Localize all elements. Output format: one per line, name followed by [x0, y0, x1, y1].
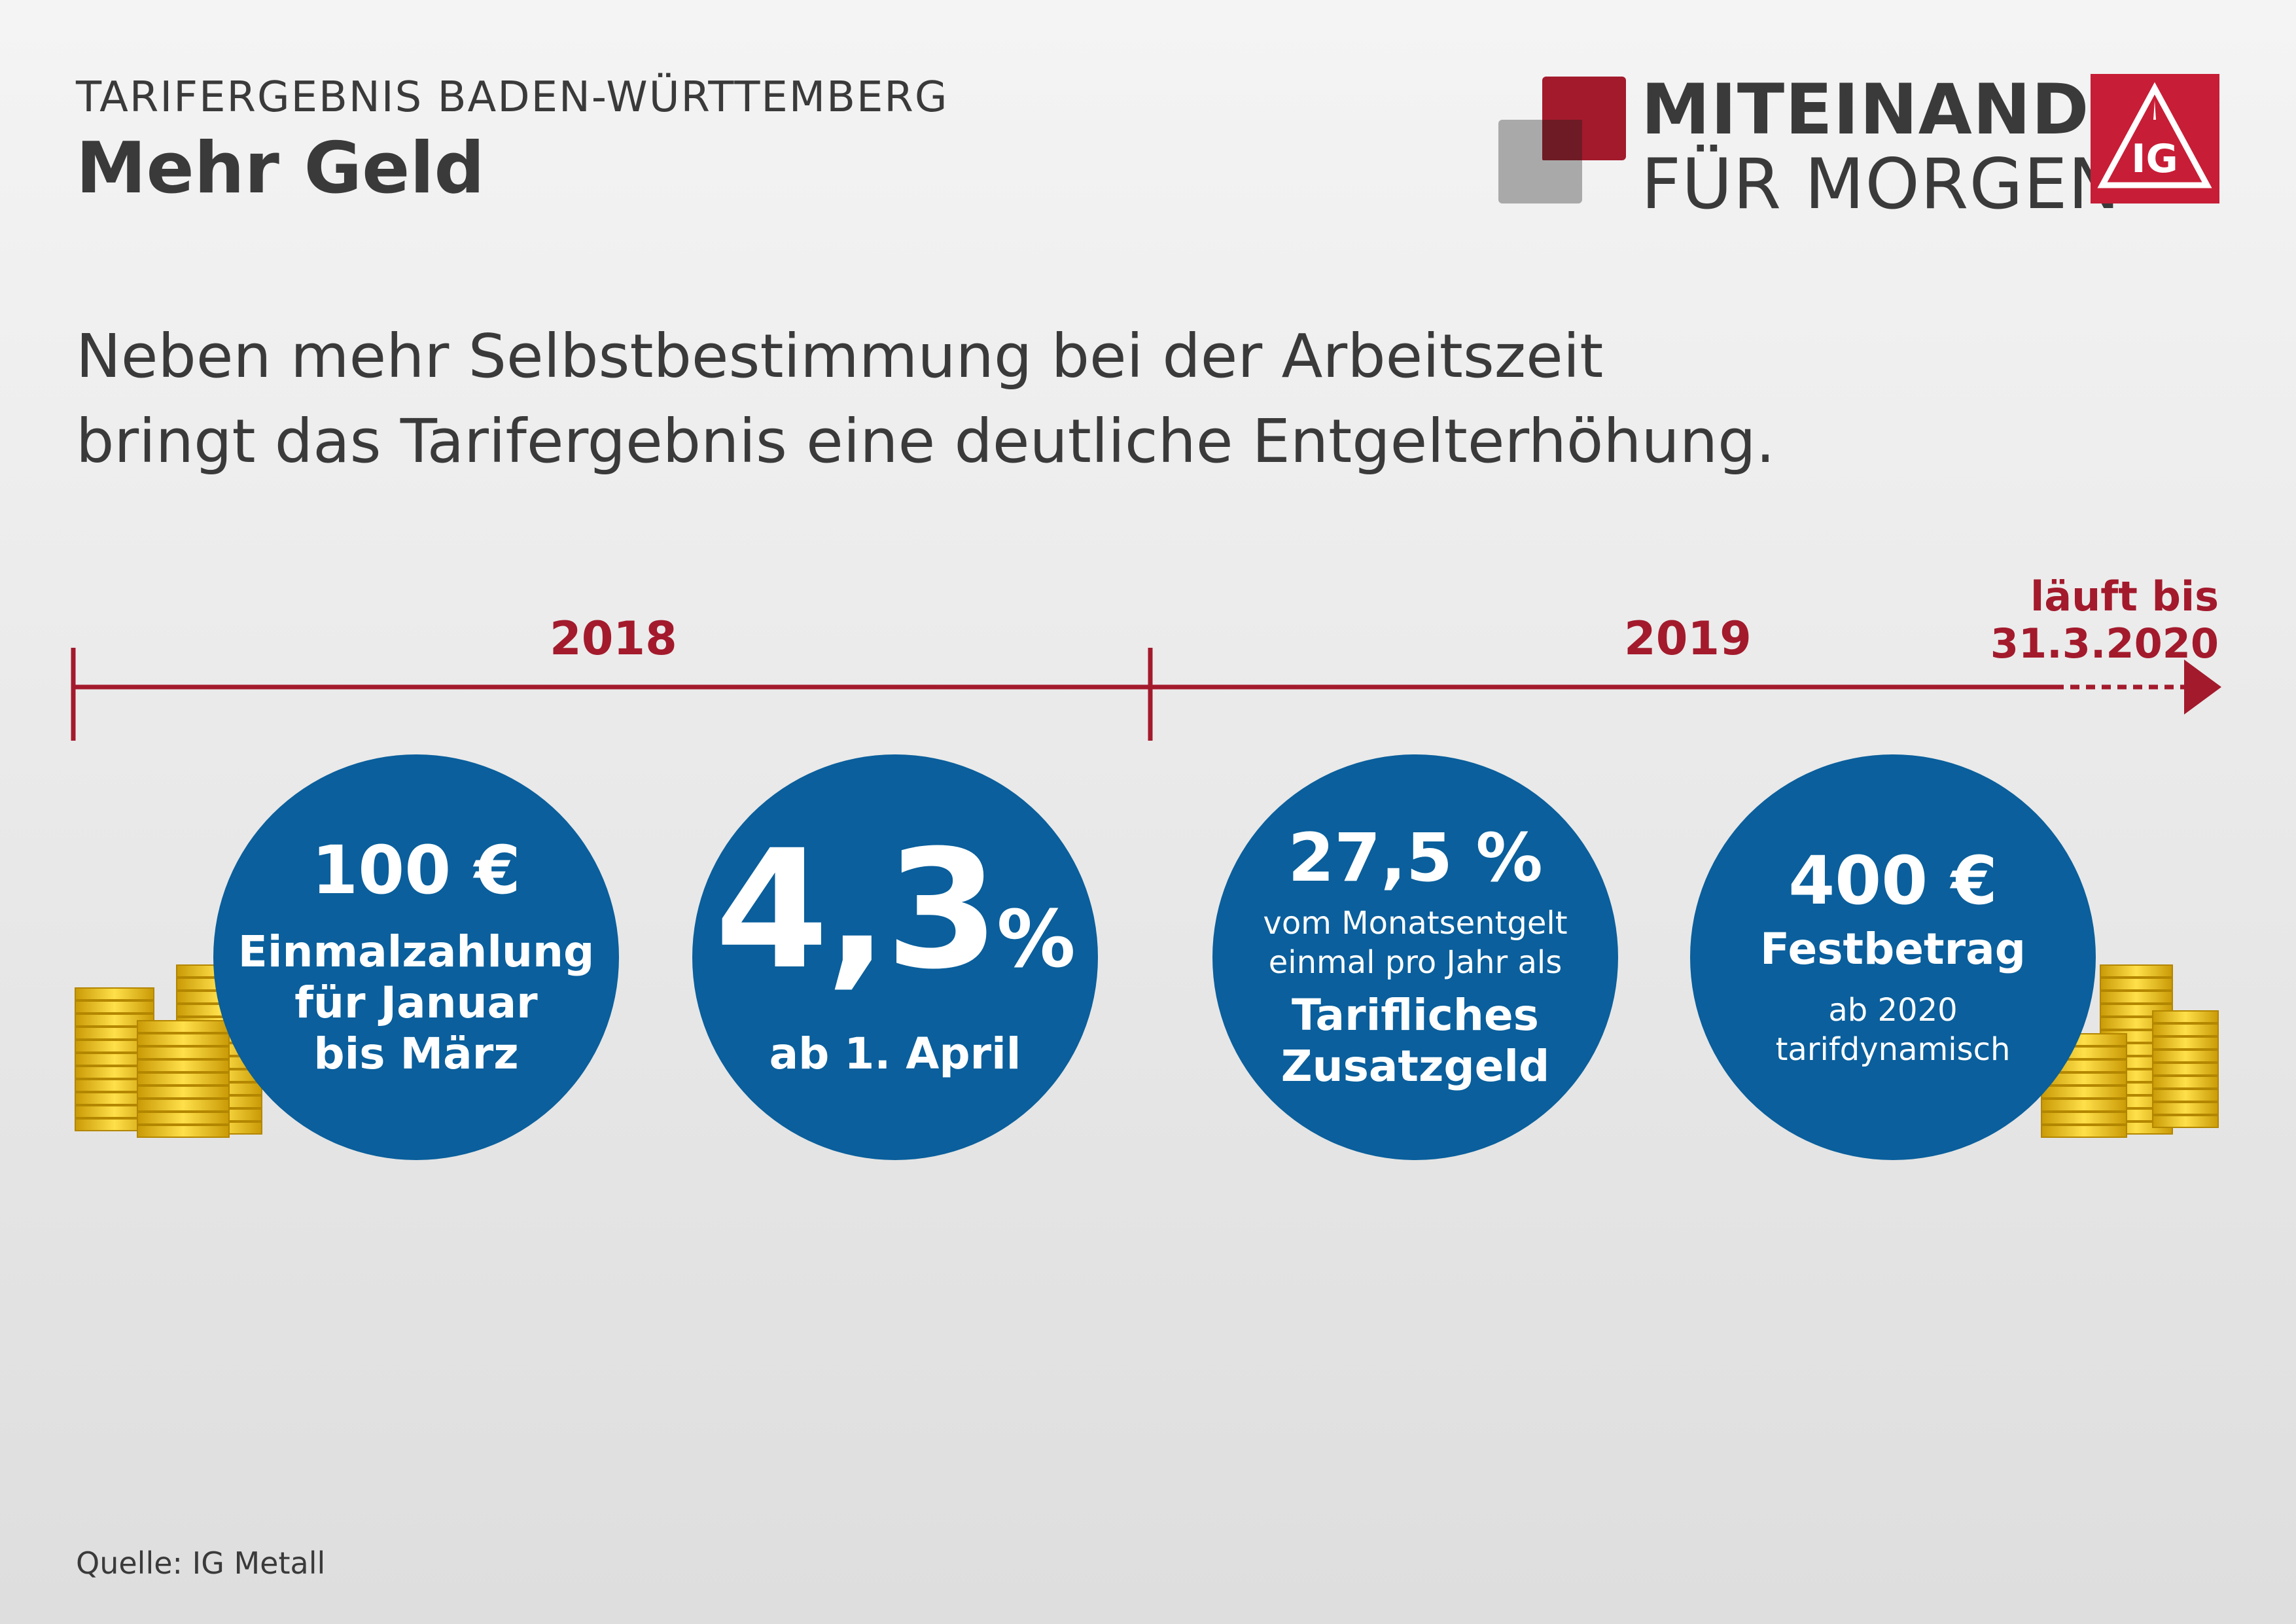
- intro-text: Neben mehr Selbstbestimmung bei der Arbe…: [76, 314, 1775, 484]
- circle3-headline: 27,5 %: [1288, 819, 1543, 897]
- circle-additional-pay: 27,5 % vom Monatsentgelt einmal pro Jahr…: [1212, 754, 1618, 1160]
- circle-fixed-amount: 400 € Festbetrag ab 2020 tarifdynamisch: [1690, 754, 2096, 1160]
- circle2-value: 4,3: [715, 815, 999, 1005]
- circle1-line1: Einmalzahlung: [238, 927, 595, 977]
- timeline-arrow: [71, 648, 2221, 741]
- circle1-line3: bis März: [313, 1029, 519, 1079]
- circle4-small1: ab 2020: [1828, 992, 1958, 1029]
- logo-overlap-square: [1542, 120, 1582, 160]
- circle4-headline: 400 €: [1788, 842, 1998, 920]
- source-note: Quelle: IG Metall: [76, 1545, 326, 1581]
- igm-emblem-icon: IG: [2091, 74, 2219, 203]
- timeline-year-2018: 2018: [550, 612, 677, 665]
- timeline-year-2019: 2019: [1624, 612, 1752, 665]
- igm-emblem-letters: IG: [2131, 136, 2178, 182]
- page-title: Mehr Geld: [76, 128, 485, 209]
- circle3-small2: einmal pro Jahr als: [1268, 944, 1563, 981]
- logo-text-line2: FÜR MORGEN: [1641, 144, 2121, 224]
- circle1-line2: für Januar: [294, 978, 538, 1028]
- coin-stack-right-icon: [2041, 964, 2219, 1138]
- timeline-arrowhead: [2184, 660, 2221, 715]
- header-kicker: TARIFERGEBNIS BADEN-WÜRTTEMBERG: [76, 73, 949, 122]
- timeline-end-label: läuft bis 31.3.2020: [1990, 573, 2219, 667]
- timeline-end-line2: 31.3.2020: [1990, 620, 2219, 667]
- circle2-unit: %: [997, 894, 1076, 985]
- circle2-sub: ab 1. April: [769, 1029, 1021, 1079]
- circle-percent-increase: 4,3% ab 1. April: [692, 754, 1098, 1160]
- circle1-headline: 100 €: [311, 832, 521, 909]
- circle2-headline: 4,3%: [715, 828, 1076, 1015]
- circle3-small1: vom Monatsentgelt: [1263, 905, 1568, 942]
- intro-line-2: bringt das Tarifergebnis eine deutliche …: [76, 406, 1775, 476]
- circle3-line1: Tarifliches: [1292, 990, 1539, 1040]
- circle4-line1: Festbetrag: [1760, 924, 2026, 974]
- intro-line-1: Neben mehr Selbstbestimmung bei der Arbe…: [76, 321, 1604, 391]
- circle-one-time-payment: 100 € Einmalzahlung für Januar bis März: [213, 754, 619, 1160]
- circle3-line2: Zusatzgeld: [1280, 1041, 1550, 1091]
- circle4-small2: tarifdynamisch: [1775, 1031, 2011, 1068]
- timeline-end-line1: läuft bis: [2030, 573, 2219, 620]
